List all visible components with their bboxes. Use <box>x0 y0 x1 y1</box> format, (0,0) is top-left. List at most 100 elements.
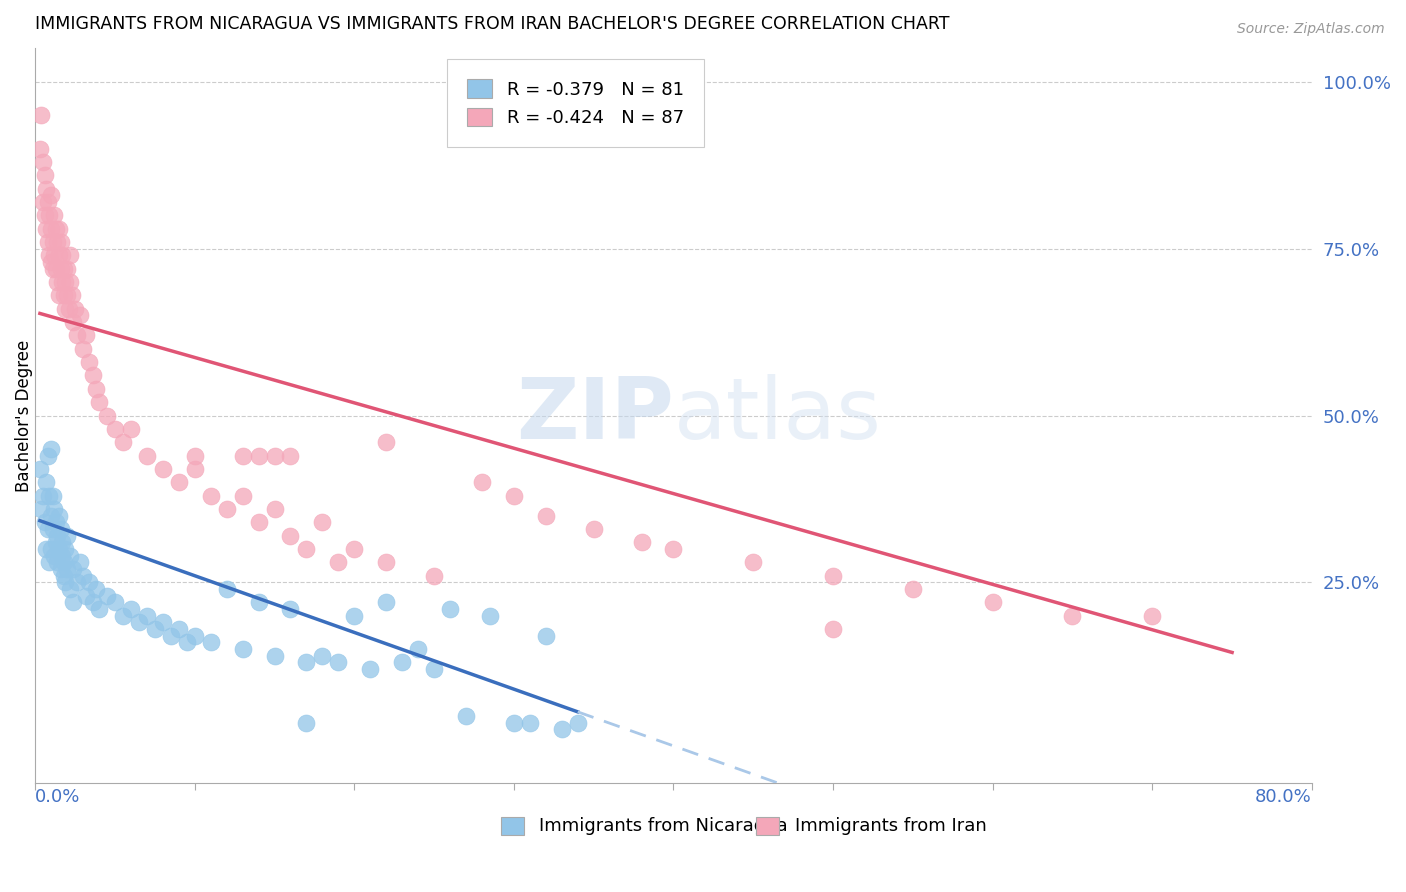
Point <box>534 629 557 643</box>
Point <box>152 462 174 476</box>
Point <box>35 475 58 490</box>
Point <box>48 221 70 235</box>
Point <box>72 568 94 582</box>
Point <box>519 715 541 730</box>
Point <box>901 582 924 596</box>
Point <box>63 301 86 316</box>
Point <box>439 602 461 616</box>
Point <box>295 541 318 556</box>
Point <box>567 715 589 730</box>
Point <box>96 409 118 423</box>
Point <box>375 435 398 450</box>
Point <box>534 508 557 523</box>
Point <box>45 535 67 549</box>
Point <box>232 449 254 463</box>
Point <box>34 168 56 182</box>
Point <box>39 255 62 269</box>
Point <box>280 602 302 616</box>
Point <box>471 475 494 490</box>
Point <box>143 622 166 636</box>
Point <box>232 489 254 503</box>
Point <box>263 449 285 463</box>
Point <box>582 522 605 536</box>
Text: ZIP: ZIP <box>516 374 673 457</box>
Point <box>200 489 222 503</box>
Point <box>49 261 72 276</box>
Point <box>46 235 69 249</box>
Point <box>65 575 87 590</box>
Point <box>31 108 53 122</box>
Point <box>65 328 87 343</box>
Point <box>37 522 59 536</box>
Point <box>35 541 58 556</box>
Text: atlas: atlas <box>673 374 882 457</box>
Point <box>375 555 398 569</box>
Point <box>183 629 205 643</box>
Point <box>44 248 66 262</box>
Text: IMMIGRANTS FROM NICARAGUA VS IMMIGRANTS FROM IRAN BACHELOR'S DEGREE CORRELATION : IMMIGRANTS FROM NICARAGUA VS IMMIGRANTS … <box>35 15 949 33</box>
Point <box>37 235 59 249</box>
Text: Immigrants from Nicaragua: Immigrants from Nicaragua <box>540 817 789 835</box>
Point <box>391 656 413 670</box>
Point <box>41 261 63 276</box>
Point <box>44 549 66 563</box>
Point <box>87 395 110 409</box>
Point <box>39 221 62 235</box>
Point <box>34 208 56 222</box>
Point <box>75 328 97 343</box>
Point <box>45 221 67 235</box>
Point <box>96 589 118 603</box>
Point <box>37 194 59 209</box>
Point <box>247 595 270 609</box>
Text: Immigrants from Iran: Immigrants from Iran <box>794 817 987 835</box>
Point <box>39 541 62 556</box>
Point <box>32 194 55 209</box>
Point <box>742 555 765 569</box>
Point <box>263 648 285 663</box>
Point <box>28 142 51 156</box>
Point <box>55 301 77 316</box>
Point <box>31 502 53 516</box>
Point <box>48 508 70 523</box>
Point <box>52 568 75 582</box>
Point <box>39 508 62 523</box>
Point <box>45 516 67 530</box>
Point <box>823 622 845 636</box>
Point <box>46 275 69 289</box>
Point <box>48 288 70 302</box>
Point <box>69 555 91 569</box>
Point <box>111 435 134 450</box>
Point <box>41 489 63 503</box>
Point <box>51 535 73 549</box>
Point <box>79 355 101 369</box>
Point <box>48 541 70 556</box>
Point <box>44 208 66 222</box>
Point <box>52 261 75 276</box>
Point <box>72 342 94 356</box>
Point <box>59 549 82 563</box>
Point <box>662 541 685 556</box>
Point <box>55 275 77 289</box>
Point <box>69 309 91 323</box>
Text: 0.0%: 0.0% <box>35 789 80 806</box>
Point <box>232 642 254 657</box>
Point <box>104 422 127 436</box>
Point <box>82 368 104 383</box>
Point <box>343 608 366 623</box>
Point <box>45 261 67 276</box>
Legend: R = -0.379   N = 81, R = -0.424   N = 87: R = -0.379 N = 81, R = -0.424 N = 87 <box>453 65 699 142</box>
Point <box>478 608 501 623</box>
Text: 80.0%: 80.0% <box>1256 789 1312 806</box>
Point <box>152 615 174 630</box>
Point <box>32 489 55 503</box>
Point <box>62 315 84 329</box>
Point <box>58 301 80 316</box>
Point <box>551 722 574 736</box>
Point <box>49 235 72 249</box>
Point <box>38 248 60 262</box>
Point <box>215 502 238 516</box>
Point <box>87 602 110 616</box>
Point <box>56 562 79 576</box>
Point <box>1062 608 1084 623</box>
Point <box>55 541 77 556</box>
